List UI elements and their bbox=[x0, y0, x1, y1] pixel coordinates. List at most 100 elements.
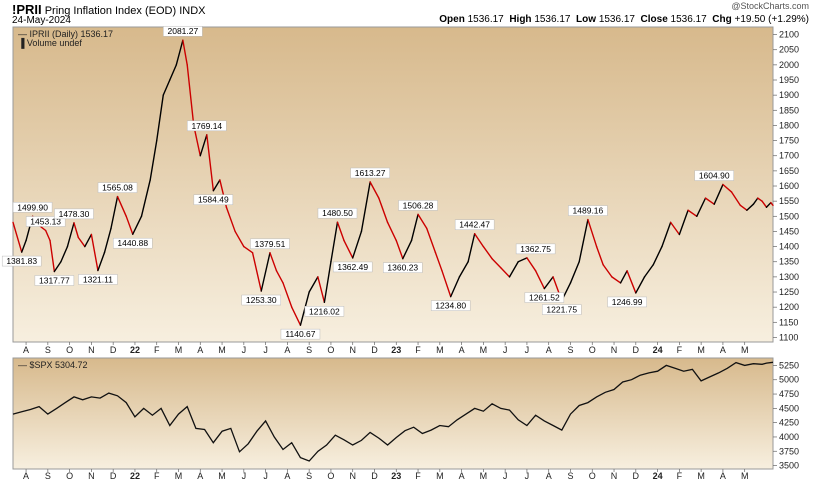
x-tick-label: N bbox=[611, 471, 618, 481]
x-tick-label: N bbox=[349, 345, 356, 355]
y-tick-label: 1650 bbox=[779, 166, 799, 176]
x-tick-label: O bbox=[589, 471, 596, 481]
price-segment bbox=[212, 179, 221, 192]
annotation-box bbox=[430, 300, 471, 311]
price-segment bbox=[611, 276, 622, 284]
x-tick-label: J bbox=[525, 471, 530, 481]
annotation-label: 1613.27 bbox=[350, 167, 390, 179]
price-segment bbox=[260, 252, 271, 292]
x-tick-label: M bbox=[175, 471, 183, 481]
plot-area-spx bbox=[12, 357, 774, 470]
chg-value: +19.50 (+1.29%) bbox=[734, 14, 810, 25]
price-segment bbox=[251, 251, 262, 292]
price-segment bbox=[84, 233, 93, 248]
y-tick-label: 3500 bbox=[779, 461, 799, 471]
x-tick-label: 23 bbox=[391, 471, 401, 481]
low-value: 1536.17 bbox=[598, 14, 635, 25]
annotation-box bbox=[280, 328, 321, 340]
x-tick-label: O bbox=[327, 345, 334, 355]
price-segment bbox=[21, 239, 27, 253]
price-segment bbox=[441, 270, 452, 298]
annotation-text: 1604.90 bbox=[699, 171, 730, 181]
high-value: 1536.17 bbox=[534, 14, 571, 25]
annotation-box bbox=[113, 237, 153, 249]
x-tick-label: S bbox=[567, 345, 573, 355]
price-segment bbox=[73, 222, 80, 239]
x-tick-label: D bbox=[371, 471, 378, 481]
price-segment bbox=[626, 270, 637, 294]
annotation-text: 1381.83 bbox=[6, 256, 37, 266]
price-segment bbox=[517, 257, 528, 263]
annotation-box bbox=[607, 296, 647, 308]
annotation-box bbox=[187, 120, 227, 132]
price-segment bbox=[635, 276, 646, 294]
price-segment bbox=[308, 276, 319, 293]
watermark: @StockCharts.com bbox=[731, 1, 809, 11]
x-tick-label: J bbox=[503, 471, 508, 481]
annotation-text: 1769.14 bbox=[191, 121, 222, 131]
exchange: INDX bbox=[179, 5, 206, 17]
x-tick-label: A bbox=[284, 471, 290, 481]
price-segment bbox=[317, 276, 326, 304]
annotation-label: 1489.16 bbox=[568, 205, 608, 216]
y-tick-label: 1900 bbox=[779, 90, 799, 100]
price-segment bbox=[508, 261, 519, 278]
x-tick-label: J bbox=[263, 471, 268, 481]
price-segment bbox=[395, 239, 404, 260]
y-tick-label: 1450 bbox=[779, 226, 799, 236]
x-tick-label: J bbox=[242, 471, 247, 481]
y-tick-label: 1950 bbox=[779, 75, 799, 85]
close-label: Close bbox=[640, 14, 668, 25]
y-tick-label: 1750 bbox=[779, 136, 799, 146]
price-segment bbox=[500, 267, 511, 278]
price-segment bbox=[336, 221, 345, 242]
annotation-label: 1362.49 bbox=[332, 261, 373, 273]
annotation-box bbox=[515, 243, 556, 255]
price-segment bbox=[12, 221, 23, 253]
annotation-label: 1769.14 bbox=[187, 120, 227, 132]
price-segment bbox=[49, 239, 56, 273]
ohlc-readout: Open 1536.17 High 1536.17 Low 1536.17 Cl… bbox=[439, 14, 809, 25]
plot-area-inflation bbox=[12, 26, 774, 343]
annotation-text: 1442.47 bbox=[459, 220, 490, 230]
y-tick-label: 5250 bbox=[779, 360, 799, 370]
price-segment bbox=[765, 201, 772, 208]
price-segment bbox=[369, 181, 380, 199]
price-segment bbox=[343, 239, 354, 259]
price-segment bbox=[595, 245, 604, 266]
x-tick-label: J bbox=[525, 345, 530, 355]
x-tick-label: 24 bbox=[653, 471, 663, 481]
annotation-box bbox=[78, 274, 118, 285]
annotation-label: 1442.47 bbox=[454, 219, 495, 230]
annotation-text: 1221.75 bbox=[546, 305, 577, 315]
price-segment bbox=[291, 306, 302, 326]
x-tick-label: S bbox=[567, 471, 573, 481]
y-tick-label: 1800 bbox=[779, 120, 799, 130]
y-tick-label: 1700 bbox=[779, 151, 799, 161]
legend-spx: — $SPX 5304.72 bbox=[18, 360, 88, 370]
close-value: 1536.17 bbox=[670, 14, 707, 25]
y-tick-label: 5000 bbox=[779, 375, 799, 385]
series-spx-0 bbox=[12, 361, 774, 462]
y-tick-label: 2000 bbox=[779, 60, 799, 70]
y-tick-label: 1250 bbox=[779, 287, 799, 297]
price-segment bbox=[417, 213, 428, 230]
annotation-label: 1381.83 bbox=[1, 255, 42, 267]
x-tick-label: N bbox=[349, 471, 356, 481]
chg-label: Chg bbox=[712, 14, 732, 25]
price-segment bbox=[243, 245, 254, 254]
annotation-text: 1565.08 bbox=[102, 183, 133, 193]
annotation-text: 2081.27 bbox=[167, 26, 198, 36]
annotation-label: 1216.02 bbox=[304, 306, 345, 317]
x-tick-label: N bbox=[88, 345, 95, 355]
price-segment bbox=[199, 134, 208, 157]
annotation-label: 1261.52 bbox=[524, 292, 565, 303]
price-segment bbox=[746, 203, 755, 211]
price-segment bbox=[491, 258, 502, 269]
price-segment bbox=[44, 229, 51, 242]
chart-date: 24-May-2024 bbox=[12, 15, 71, 26]
price-segment bbox=[730, 191, 742, 207]
y-tick-label: 1850 bbox=[779, 105, 799, 115]
annotation-label: 1478.30 bbox=[54, 208, 94, 220]
x-tick-label: S bbox=[45, 471, 51, 481]
